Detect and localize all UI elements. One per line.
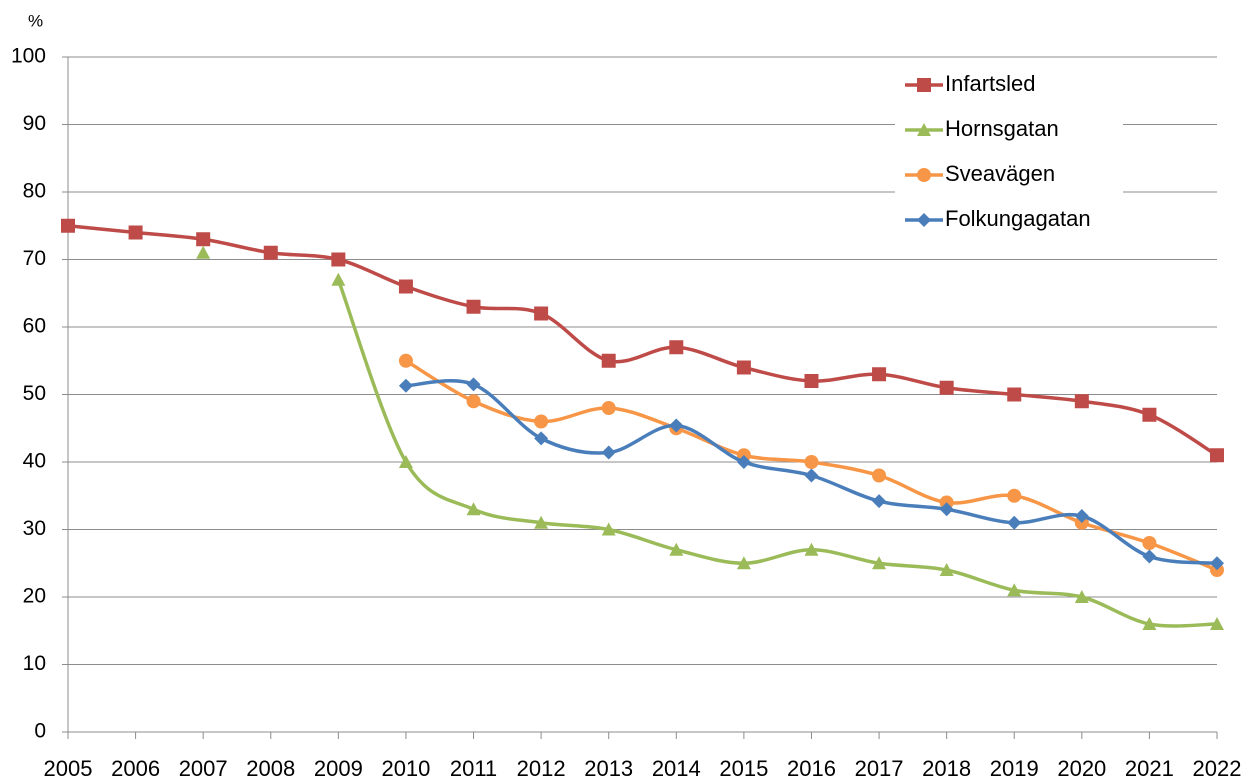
y-tick-label: 100 [11,45,46,68]
x-tick-label: 2017 [855,756,904,778]
marker [1007,515,1022,530]
x-tick-label: 2007 [179,756,228,778]
marker [736,556,751,570]
marker [872,367,887,382]
marker [534,306,549,321]
marker [872,494,887,509]
x-tick-label: 2021 [1125,756,1174,778]
x-tick-label: 2016 [787,756,836,778]
marker [1074,509,1089,523]
marker [601,401,616,415]
legend-label: Hornsgatan [945,116,1059,141]
marker [872,468,887,483]
legend-label: Infartsled [945,71,1036,96]
marker [534,515,549,529]
marker [917,78,931,92]
marker [1074,590,1089,603]
marker [939,380,954,395]
x-tick-label: 2019 [990,756,1039,778]
marker [1007,488,1022,503]
marker [1210,617,1224,630]
marker [601,522,616,536]
marker [804,374,819,388]
marker [128,225,143,240]
y-tick-label: 20 [23,585,46,608]
x-tick-label: 2014 [652,756,701,778]
marker [1142,549,1157,564]
legend-label: Sveavägen [945,161,1055,186]
marker [804,542,819,556]
marker [804,455,819,469]
series [398,377,1224,571]
marker [669,340,684,355]
x-tick-label: 2005 [44,756,93,778]
legend-label: Folkungagatan [945,206,1091,231]
y-tick-label: 30 [23,517,46,540]
marker [939,563,954,576]
marker [1210,448,1224,463]
marker [939,502,954,517]
y-tick-label: 70 [23,247,46,270]
y-axis-label: % [28,11,43,30]
x-tick-label: 2008 [246,756,295,778]
marker [1074,394,1089,409]
x-tick-label: 2015 [719,756,768,778]
line [67,224,1218,457]
marker [61,218,75,233]
marker [466,377,481,392]
marker [466,394,481,409]
marker [1210,556,1224,571]
marker [1142,407,1157,422]
y-tick-label: 40 [23,450,46,473]
y-tick-label: 50 [23,382,46,405]
x-tick-label: 2012 [517,756,566,778]
y-tick-label: 10 [23,652,46,675]
marker [331,272,346,286]
y-tick-label: 90 [23,112,46,135]
marker [917,123,931,136]
marker [917,168,931,182]
marker [601,445,616,460]
marker [1007,583,1022,597]
marker [534,414,549,429]
x-tick-label: 2011 [450,756,497,778]
x-tick-label: 2013 [584,756,633,778]
series [196,245,1224,630]
x-tick-label: 2006 [111,756,160,778]
marker [917,213,931,227]
marker [601,353,616,368]
marker [669,542,684,556]
marker [1007,387,1022,402]
marker [398,455,413,468]
y-tick-label: 80 [23,180,46,203]
x-tick-label: 2020 [1057,756,1106,778]
marker [398,353,413,368]
line [336,279,1218,628]
marker [466,299,481,314]
marker [669,418,684,433]
y-tick-label: 0 [34,720,46,743]
marker [1142,536,1157,550]
marker [196,232,211,247]
series [61,218,1224,463]
y-tick-label: 60 [23,315,46,338]
marker [263,245,278,260]
marker [736,360,751,375]
marker [196,245,211,259]
x-tick-label: 2009 [314,756,363,778]
marker [736,455,751,469]
marker [466,502,481,516]
marker [398,378,413,393]
x-tick-label: 2018 [922,756,971,778]
marker [534,431,549,446]
x-tick-label: 2010 [381,756,430,778]
marker [872,556,887,570]
x-tick-label: 2022 [1193,756,1242,778]
marker [331,252,346,267]
marker [398,279,413,294]
marker [1142,617,1157,630]
marker [804,468,819,483]
